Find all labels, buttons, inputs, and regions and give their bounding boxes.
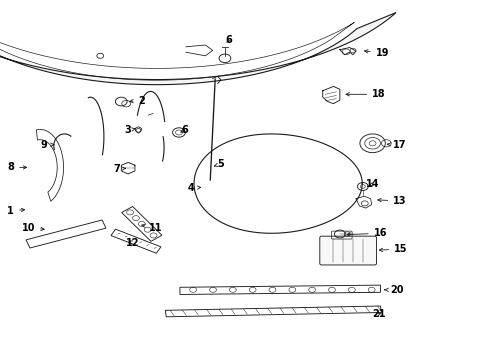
Text: 9: 9: [41, 140, 54, 150]
Text: 11: 11: [142, 222, 162, 233]
Text: 6: 6: [181, 125, 188, 135]
Text: 4: 4: [187, 183, 200, 193]
FancyBboxPatch shape: [319, 236, 376, 265]
Text: 2: 2: [130, 96, 145, 106]
Text: 20: 20: [384, 285, 403, 295]
Text: 3: 3: [124, 125, 135, 135]
Text: 12: 12: [126, 238, 140, 248]
Text: 5: 5: [214, 159, 224, 169]
Text: 21: 21: [371, 309, 385, 319]
Text: 14: 14: [365, 179, 379, 189]
Text: 15: 15: [379, 244, 407, 254]
Text: 8: 8: [7, 162, 26, 172]
Text: 16: 16: [346, 228, 386, 238]
Text: 7: 7: [113, 164, 125, 174]
Text: 17: 17: [386, 140, 406, 150]
Text: 13: 13: [377, 196, 406, 206]
Text: 19: 19: [364, 48, 388, 58]
Text: 6: 6: [225, 35, 232, 45]
Text: 1: 1: [7, 206, 24, 216]
Text: 10: 10: [21, 222, 44, 233]
Polygon shape: [0, 0, 395, 85]
Text: 18: 18: [346, 89, 385, 99]
